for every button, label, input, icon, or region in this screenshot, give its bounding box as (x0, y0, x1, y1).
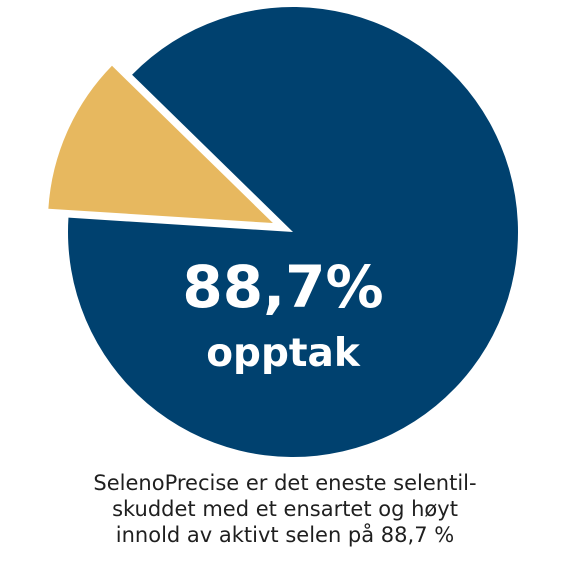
pie-slice-remainder (48, 65, 273, 224)
caption-line-3: innold av aktivt selen på 88,7 % (115, 523, 455, 547)
pie-chart: 88,7% opptak (48, 7, 519, 458)
chart-caption: SelenoPrecise er det eneste selentil- sk… (0, 470, 570, 548)
caption-line-1: SelenoPrecise er det eneste selentil- (93, 471, 477, 495)
pie-slice-opptak (68, 7, 519, 458)
center-label: opptak (206, 331, 361, 376)
center-value: 88,7% (182, 253, 383, 321)
caption-line-2: skuddet med et ensartet og høyt (112, 497, 458, 521)
pie-slices (48, 7, 519, 458)
